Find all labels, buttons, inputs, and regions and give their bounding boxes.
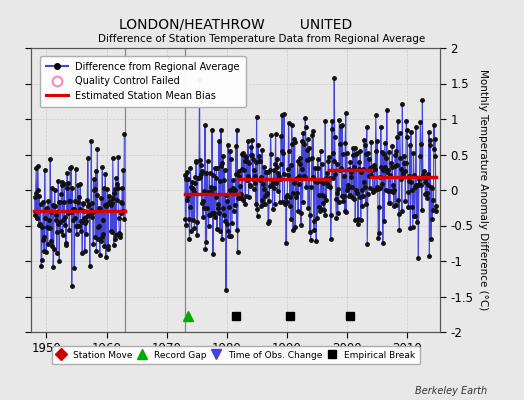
Text: Berkeley Earth: Berkeley Earth bbox=[415, 386, 487, 396]
Title: LONDON/HEATHROW        UNITED: LONDON/HEATHROW UNITED bbox=[119, 18, 353, 32]
Y-axis label: Monthly Temperature Anomaly Difference (°C): Monthly Temperature Anomaly Difference (… bbox=[478, 69, 488, 311]
Legend: Station Move, Record Gap, Time of Obs. Change, Empirical Break: Station Move, Record Gap, Time of Obs. C… bbox=[52, 346, 420, 364]
Text: Difference of Station Temperature Data from Regional Average: Difference of Station Temperature Data f… bbox=[99, 34, 425, 44]
